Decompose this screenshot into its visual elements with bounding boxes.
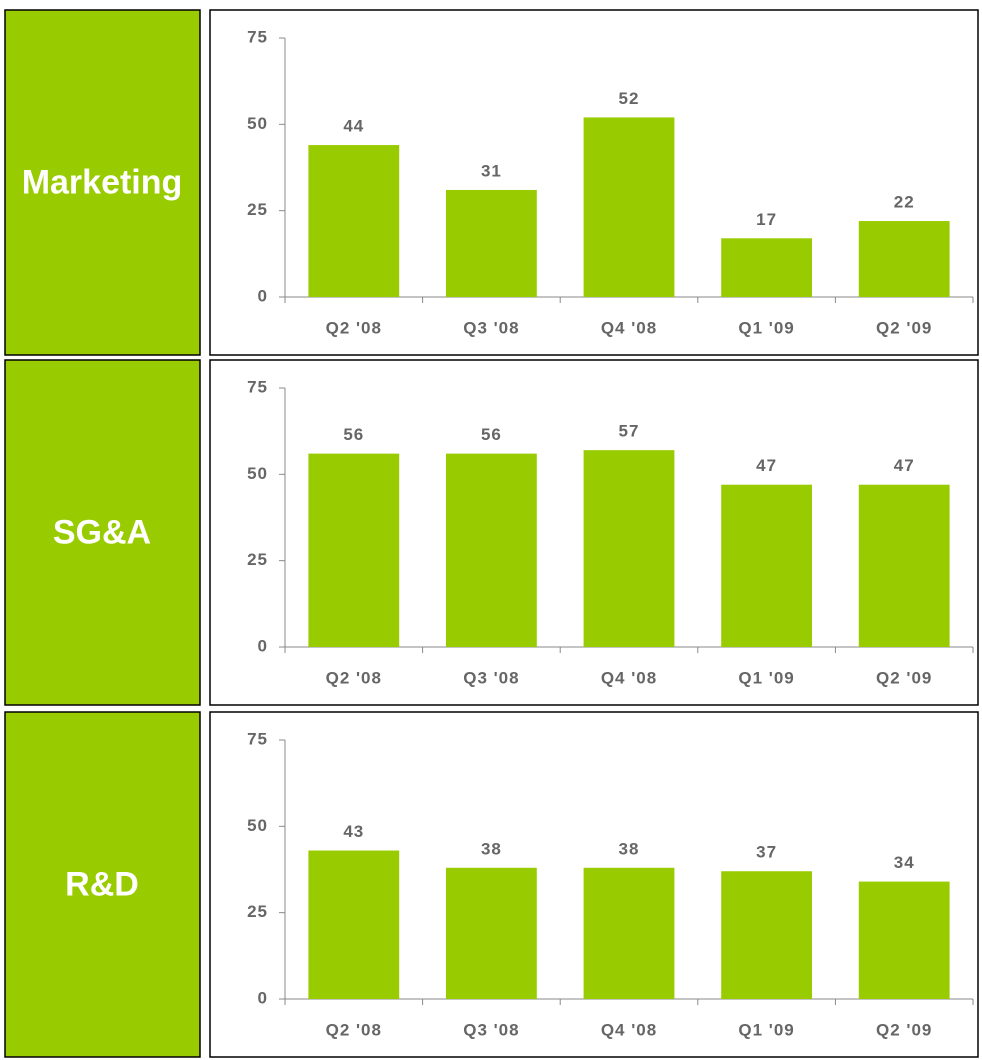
bar	[721, 484, 813, 647]
y-tick-label: 50	[247, 464, 268, 483]
label-box	[4, 711, 201, 1058]
x-tick-label: Q3 '08	[463, 1020, 519, 1039]
bar	[721, 871, 813, 999]
value-label: 17	[756, 210, 777, 229]
y-tick-label: 0	[258, 988, 268, 1007]
x-tick-label: Q2 '09	[876, 1020, 932, 1039]
x-tick-label: Q2 '08	[326, 318, 382, 337]
y-tick-label: 0	[258, 636, 268, 655]
x-tick-label: Q4 '08	[601, 668, 657, 687]
x-tick-label: Q2 '09	[876, 318, 932, 337]
label-box	[4, 359, 201, 706]
value-label: 56	[481, 425, 502, 444]
y-tick-label: 75	[247, 27, 268, 46]
y-tick-label: 75	[247, 377, 268, 396]
panel-title: SG&A	[53, 513, 151, 551]
y-tick-label: 75	[247, 729, 268, 748]
label-box	[4, 9, 201, 356]
value-label: 38	[481, 839, 502, 858]
value-label: 44	[343, 117, 364, 136]
value-label: 56	[343, 425, 364, 444]
bar	[583, 117, 675, 297]
x-tick-label: Q4 '08	[601, 318, 657, 337]
bar	[445, 189, 537, 297]
panel-title: R&D	[65, 865, 139, 903]
bar	[721, 238, 813, 297]
value-label: 43	[343, 822, 364, 841]
value-label: 34	[894, 853, 915, 872]
value-label: 47	[894, 456, 915, 475]
y-tick-label: 0	[258, 286, 268, 305]
bar	[583, 450, 675, 647]
value-label: 38	[619, 839, 640, 858]
x-tick-label: Q1 '09	[738, 318, 794, 337]
y-tick-label: 25	[247, 550, 268, 569]
x-tick-label: Q3 '08	[463, 318, 519, 337]
x-tick-label: Q3 '08	[463, 668, 519, 687]
bar	[858, 484, 950, 647]
x-tick-label: Q2 '08	[326, 668, 382, 687]
x-tick-label: Q4 '08	[601, 1020, 657, 1039]
bar	[308, 850, 400, 999]
panel-title: Marketing	[22, 163, 183, 201]
value-label: 52	[619, 89, 640, 108]
y-tick-label: 25	[247, 902, 268, 921]
x-tick-label: Q2 '08	[326, 1020, 382, 1039]
bar	[583, 867, 675, 999]
y-tick-label: 50	[247, 114, 268, 133]
x-tick-label: Q1 '09	[738, 668, 794, 687]
x-tick-label: Q1 '09	[738, 1020, 794, 1039]
y-tick-label: 25	[247, 200, 268, 219]
bar	[858, 221, 950, 297]
value-label: 22	[894, 193, 915, 212]
bar	[308, 145, 400, 297]
value-label: 37	[756, 843, 777, 862]
y-tick-label: 50	[247, 816, 268, 835]
bar	[445, 453, 537, 647]
value-label: 47	[756, 456, 777, 475]
value-label: 31	[481, 161, 502, 180]
bar	[308, 453, 400, 647]
x-tick-label: Q2 '09	[876, 668, 932, 687]
bar	[858, 881, 950, 999]
bar	[445, 867, 537, 999]
value-label: 57	[619, 422, 640, 441]
